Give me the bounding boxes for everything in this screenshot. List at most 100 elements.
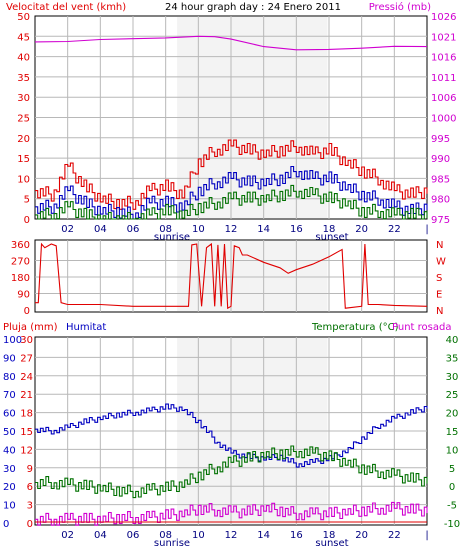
hour-tick-label-top: 18 (323, 224, 336, 235)
wind-series-line (35, 165, 428, 220)
temperature-tick-label: -10 (444, 519, 460, 530)
hour-tick-label-bottom: 04 (94, 530, 107, 541)
temperature-tick-label: 0 (449, 482, 455, 493)
wind-tick-label: 30 (17, 93, 30, 104)
temperature-tick-label: -5 (447, 501, 457, 512)
pressure-tick-label: 1026 (431, 12, 456, 23)
wind-tick-label: 25 (17, 114, 30, 125)
direction-tick-label: 270 (11, 257, 30, 268)
sunset-label-1: sunset (315, 232, 348, 243)
pressure-tick-label: 995 (431, 134, 450, 145)
hour-tick-label-bottom: | (425, 530, 428, 541)
humidity-tick-label: 50 (3, 427, 16, 438)
direction-tick-label: 180 (11, 273, 30, 284)
hour-tick-label-bottom: 02 (61, 530, 74, 541)
wind-tick-label: 35 (17, 73, 30, 84)
rain-tick-label: 0 (27, 519, 33, 530)
temperature-tick-label: 5 (449, 464, 455, 475)
humidity-tick-label: 100 (3, 335, 22, 346)
hour-tick-label-top: 14 (257, 224, 270, 235)
hour-tick-label-bottom: 20 (355, 530, 368, 541)
sunset-label-3: sunset (315, 538, 348, 549)
pressure-tick-label: 1021 (431, 32, 456, 43)
rain-tick-label: 30 (20, 335, 33, 346)
hour-tick-label-top: 02 (61, 224, 74, 235)
humidity-tick-label: 20 (3, 482, 16, 493)
pressure-series-line (34, 35, 428, 51)
compass-tick-label: N (436, 306, 443, 317)
windlow-series-line (35, 184, 428, 220)
hour-tick-label-top: 06 (127, 224, 140, 235)
temperature-tick-label: 10 (446, 445, 459, 456)
hour-tick-label-bottom: 10 (192, 530, 205, 541)
rain-axis-label: Pluja (mm) (3, 322, 58, 333)
pressure-tick-label: 975 (431, 215, 450, 226)
hour-tick-label-bottom: 08 (159, 530, 172, 541)
pressure-tick-label: 1011 (431, 73, 456, 84)
wind-tick-label: 20 (17, 134, 30, 145)
hour-tick-label-bottom: 12 (225, 530, 238, 541)
wind-tick-label: 40 (17, 53, 30, 64)
compass-tick-label: W (436, 257, 446, 268)
rain-tick-label: 12 (20, 445, 33, 456)
wind-tick-label: 0 (24, 215, 30, 226)
sunrise-label-3: sunrise (154, 538, 190, 549)
humidity-tick-label: 30 (3, 464, 16, 475)
wind-axis-label: Velocitat del vent (kmh) (6, 2, 126, 13)
rain-tick-label: 15 (20, 427, 33, 438)
pressure-tick-label: 1006 (431, 93, 456, 104)
hour-tick-label-bottom: 22 (388, 530, 401, 541)
humidity-tick-label: 90 (3, 353, 16, 364)
wind-tick-label: 10 (17, 174, 30, 185)
wind-direction-panel (35, 240, 428, 312)
temperature-tick-label: 40 (446, 335, 459, 346)
wind-pressure-panel (34, 16, 428, 220)
temperature-axis-label: Temperatura (°C) (311, 322, 399, 333)
direction-tick-label: 0 (24, 306, 30, 317)
hour-tick-label-top: 12 (225, 224, 238, 235)
direction-series-line (35, 242, 428, 310)
temperature-tick-label: 20 (446, 409, 459, 420)
compass-tick-label: E (436, 290, 442, 301)
rain-tick-label: 3 (27, 501, 33, 512)
hour-tick-label-top: 22 (388, 224, 401, 235)
sunrise-label-1: sunrise (154, 232, 190, 243)
wind-tick-label: 15 (17, 154, 30, 165)
graph-title: 24 hour graph day : 24 Enero 2011 (165, 2, 341, 13)
humidity-temperature-panel (35, 337, 428, 526)
temperature-tick-label: 30 (446, 372, 459, 383)
hour-tick-label-top: 10 (192, 224, 205, 235)
hour-tick-label-bottom: 14 (257, 530, 270, 541)
hour-tick-label-top: 08 (159, 224, 172, 235)
humidity-tick-label: 40 (3, 445, 16, 456)
hour-tick-label-top: 04 (94, 224, 107, 235)
pressure-axis-label: Pressió (mb) (369, 1, 431, 13)
rain-tick-label: 6 (27, 482, 33, 493)
hour-tick-label-top: 20 (355, 224, 368, 235)
humidity-tick-label: 80 (3, 372, 16, 383)
humidity-axis-label: Humitat (66, 322, 106, 333)
temperature-tick-label: 15 (446, 427, 459, 438)
direction-tick-label: 90 (17, 290, 30, 301)
humidity-tick-label: 70 (3, 390, 16, 401)
humidity-tick-label: 0 (3, 519, 9, 530)
humidity-tick-label: 10 (3, 501, 16, 512)
hour-tick-label-top: | (425, 224, 428, 235)
gust-series-line (35, 139, 428, 210)
compass-tick-label: N (436, 240, 443, 251)
hour-tick-label-bottom: 18 (323, 530, 336, 541)
temperature-tick-label: 25 (446, 390, 459, 401)
pressure-tick-label: 980 (431, 195, 450, 206)
hour-tick-label-bottom: 06 (127, 530, 140, 541)
rain-tick-label: 9 (27, 464, 33, 475)
humidity-tick-label: 60 (3, 409, 16, 420)
rain-tick-label: 27 (20, 353, 33, 364)
wind-tick-label: 50 (17, 12, 30, 23)
temperature-tick-label: 35 (446, 353, 459, 364)
humidity-series-line (35, 403, 428, 468)
rain-tick-label: 21 (20, 390, 33, 401)
pressure-tick-label: 985 (431, 174, 450, 185)
temperature-series-line (35, 445, 428, 499)
dewpoint-axis-label: Punt rosada (392, 322, 451, 333)
